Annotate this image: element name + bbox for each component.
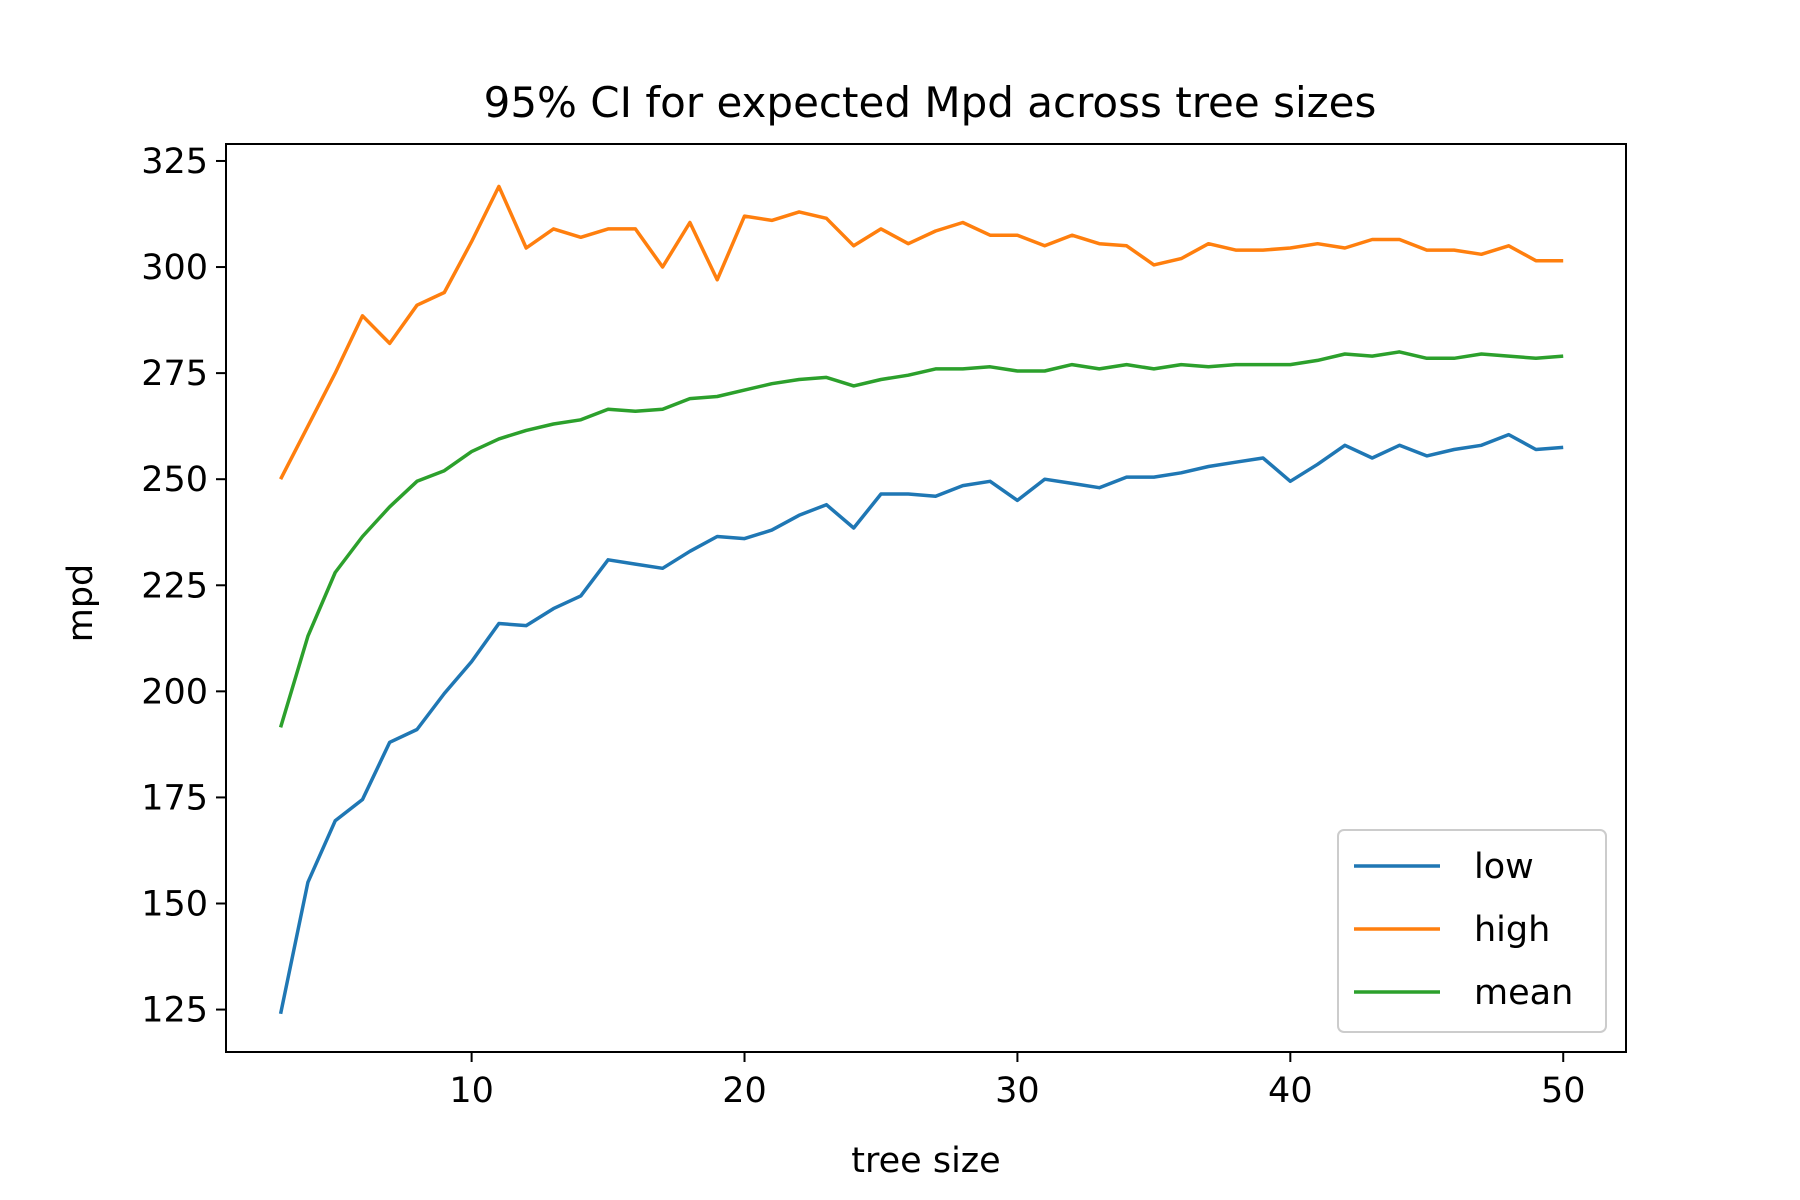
y-tick-label: 200 xyxy=(141,672,208,712)
legend-label-low: low xyxy=(1474,847,1534,887)
series-line-low xyxy=(278,432,1564,1015)
series-lines xyxy=(278,184,1564,1015)
y-tick-label: 150 xyxy=(141,884,208,924)
legend-box xyxy=(1337,829,1607,1033)
x-tick-label: 10 xyxy=(449,1071,494,1111)
y-tick-label: 325 xyxy=(141,142,208,182)
x-tick-label: 30 xyxy=(995,1071,1040,1111)
y-tick-label: 275 xyxy=(141,354,208,394)
x-axis-label: tree size xyxy=(851,1141,1000,1181)
y-tick-label: 125 xyxy=(141,991,208,1031)
legend-label-mean: mean xyxy=(1474,973,1573,1013)
plot-frame xyxy=(225,143,1627,1053)
y-tick-label: 250 xyxy=(141,460,208,500)
y-tick-label: 225 xyxy=(141,566,208,606)
axis-ticks: 10 20 30 40 50 125 150 175 200 225 250 275 300 325 xyxy=(141,142,1585,1111)
y-axis-label: mpd xyxy=(61,564,101,643)
chart-title: 95% CI for expected Mpd across tree size… xyxy=(484,78,1377,127)
y-tick-label: 175 xyxy=(141,778,208,818)
x-tick-label: 50 xyxy=(1541,1071,1586,1111)
x-tick-label: 20 xyxy=(722,1071,767,1111)
legend: low high mean xyxy=(1337,829,1607,1033)
series-line-high xyxy=(279,184,1564,481)
y-tick-label: 300 xyxy=(141,248,208,288)
x-tick-label: 40 xyxy=(1268,1071,1313,1111)
series-line-mean xyxy=(278,350,1564,728)
legend-label-high: high xyxy=(1474,910,1550,950)
